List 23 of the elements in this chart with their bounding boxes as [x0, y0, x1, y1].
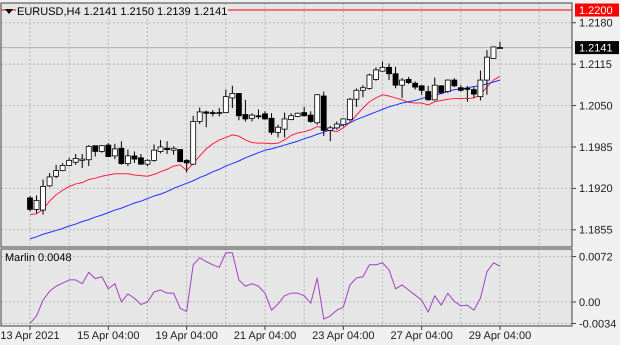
candlestick: [46, 172, 52, 188]
y-tick-label: 1.1920: [579, 183, 613, 196]
x-tick-label: 19 Apr 04:00: [155, 330, 218, 342]
x-tick-label: 13 Apr 2021: [0, 330, 60, 342]
ref-line-label: 1.2141: [579, 42, 613, 54]
y-tick-label: 1.2180: [579, 18, 613, 30]
x-tick-label: 15 Apr 04:00: [77, 330, 140, 342]
y-tick-label: 0.0072: [579, 251, 613, 264]
y-tick-label: 0.00: [579, 296, 600, 309]
x-tick-label: 21 Apr 04:00: [234, 330, 296, 342]
y-tick-label: 1.1855: [579, 224, 613, 237]
chart-title: EURUSD,H4 1.2141 1.2150 1.2139 1.2141: [17, 6, 228, 18]
y-tick-label: -0.0034: [579, 318, 616, 330]
ref-line-label: 1.2200: [579, 4, 613, 17]
x-tick-label: 29 Apr 04:00: [468, 330, 532, 342]
y-tick-label: 1.1985: [579, 142, 613, 154]
line-series: [30, 80, 500, 240]
y-tick-label: 1.2115: [579, 59, 612, 72]
chart-title: Marlin 0.0048: [5, 252, 72, 264]
y-tick-label: 1.2050: [579, 100, 613, 112]
line-series: [30, 76, 500, 216]
x-tick-label: 23 Apr 04:00: [312, 330, 375, 342]
x-tick-label: 27 Apr 04:00: [390, 330, 453, 342]
